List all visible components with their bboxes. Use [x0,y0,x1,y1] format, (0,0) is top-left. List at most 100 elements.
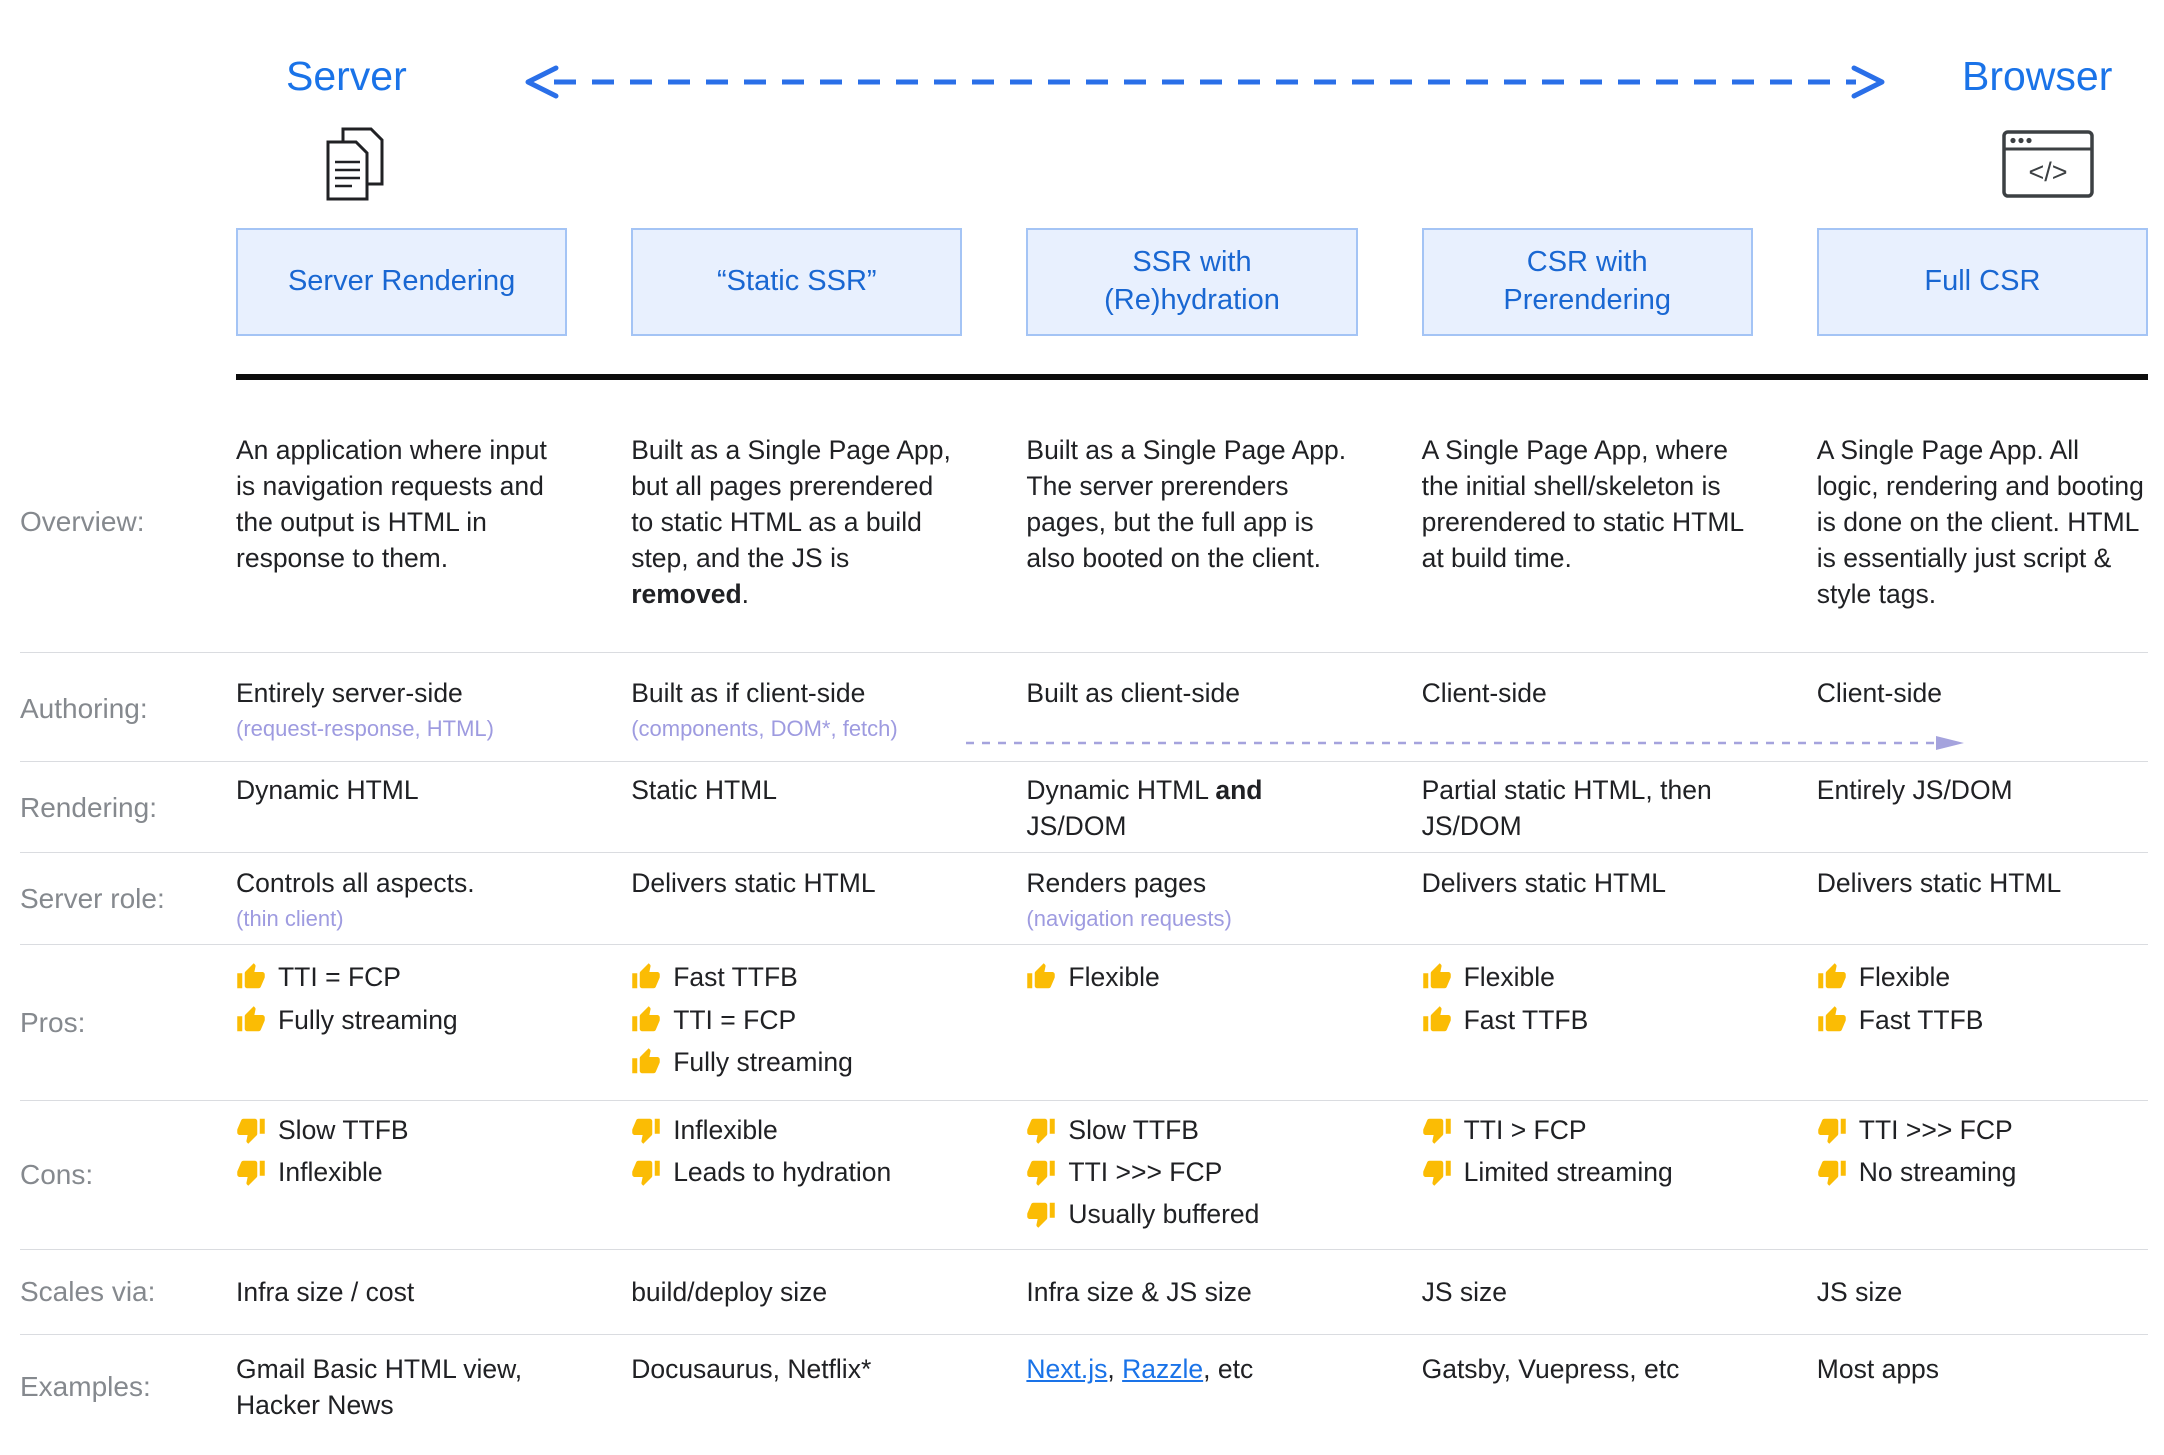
row-label-cons: Cons: [20,1158,94,1190]
browser-window-code-icon: </> [2002,130,2094,198]
rendering-full-csr: Entirely JS/DOM [1816,774,2013,805]
thumbs-up-icon [1422,962,1452,992]
con-item: Leads to hydration [631,1154,962,1190]
column-headers-row: Server Rendering “Static SSR” SSR with (… [20,228,2148,336]
server-role-server-rendering: Controls all aspects. (thin client) [236,865,567,934]
header-divider-line [236,374,2148,380]
row-pros: Pros: TTI = FCP Fully streaming Fast TTF… [20,945,2148,1101]
column-headers-spacer [20,228,172,336]
cons-full-csr: TTI >>> FCP No streaming [1817,1112,2148,1196]
column-header-server-rendering: Server Rendering [236,228,568,336]
nextjs-link[interactable]: Next.js [1026,1353,1108,1384]
authoring-ssr-rehydration: Built as client-side [1026,678,1240,709]
browser-label: Browser [1962,53,2113,99]
rendering-ssr-rehydration: Dynamic HTML and JS/DOM [1026,774,1263,841]
thumbs-down-icon [1422,1115,1452,1145]
thumbs-up-icon [1817,1005,1847,1035]
pros-full-csr: Flexible Fast TTFB [1817,959,2148,1043]
overview-full-csr: A Single Page App. All logic, rendering … [1816,435,2144,610]
pro-item: Fast TTFB [1422,1002,1753,1038]
row-label-overview: Overview: [20,506,145,538]
pro-item: Fully streaming [236,1002,567,1038]
thumbs-down-icon [236,1115,266,1145]
authoring-static-ssr: Built as if client-side (components, DOM… [631,675,962,744]
pro-item: Flexible [1026,959,1357,995]
column-header-ssr-rehydration: SSR with (Re)hydration [1026,228,1358,336]
column-header-full-csr: Full CSR [1816,228,2148,336]
pros-static-ssr: Fast TTFB TTI = FCP Fully streaming [631,959,962,1085]
thumbs-up-icon [1026,962,1056,992]
scales-csr-prerendering: JS size [1421,1276,1508,1307]
row-server-role: Server role: Controls all aspects. (thin… [20,853,2148,946]
document-pages-icon [326,127,384,201]
rendering-static-ssr: Static HTML [631,774,777,805]
row-label-pros: Pros: [20,1006,86,1038]
thumbs-down-icon [1026,1115,1056,1145]
row-authoring: Authoring: Entirely server-side (request… [20,653,2148,762]
server-label: Server [286,53,407,99]
rendering-csr-prerendering: Partial static HTML, then JS/DOM [1421,774,1712,841]
overview-csr-prerendering: A Single Page App, where the initial she… [1421,435,1744,574]
authoring-subtext: (components, DOM*, fetch) [631,716,898,742]
authoring-full-csr: Client-side [1816,678,1942,709]
svg-text:</>: </> [2028,157,2067,187]
server-role-main: Controls all aspects. [236,867,475,898]
overview-ssr-rehydration: Built as a Single Page App. The server p… [1026,435,1347,574]
row-rendering: Rendering: Dynamic HTML Static HTML Dyna… [20,762,2148,853]
thumbs-down-icon [236,1157,266,1187]
server-role-subtext: (thin client) [236,905,344,931]
thumbs-up-icon [236,1005,266,1035]
razzle-link[interactable]: Razzle [1122,1353,1204,1384]
scales-server-rendering: Infra size / cost [236,1276,415,1307]
cons-static-ssr: Inflexible Leads to hydration [631,1112,962,1196]
column-header-static-ssr: “Static SSR” [631,228,963,336]
pro-item: Fast TTFB [631,959,962,995]
con-item: Inflexible [236,1154,567,1190]
con-item: TTI > FCP [1422,1112,1753,1148]
con-item: Slow TTFB [236,1112,567,1148]
pro-item: Fast TTFB [1817,1002,2148,1038]
server-role-static-ssr: Delivers static HTML [631,867,876,898]
thumbs-up-icon [631,1005,661,1035]
overview-static-ssr: Built as a Single Page App, but all page… [631,435,951,610]
pros-server-rendering: TTI = FCP Fully streaming [236,959,567,1043]
row-label-rendering: Rendering: [20,791,157,823]
pro-item: Flexible [1817,959,2148,995]
pro-item: TTI = FCP [236,959,567,995]
pro-item: Flexible [1422,959,1753,995]
client-side-shift-arrow [966,735,1964,750]
overview-server-rendering: An application where input is navigation… [236,435,547,574]
row-overview: Overview: An application where input is … [20,380,2148,654]
con-item: Usually buffered [1026,1196,1357,1232]
row-label-examples: Examples: [20,1370,151,1402]
pro-item: Fully streaming [631,1044,962,1080]
pro-item: TTI = FCP [631,1002,962,1038]
scales-static-ssr: build/deploy size [631,1276,828,1307]
thumbs-down-icon [631,1157,661,1187]
thumbs-up-icon [1422,1005,1452,1035]
column-header-csr-prerendering: CSR with Prerendering [1421,228,1753,336]
row-cons: Cons: Slow TTFB Inflexible Inflexible Le… [20,1101,2148,1250]
authoring-main: Built as if client-side [631,678,866,709]
con-item: Inflexible [631,1112,962,1148]
con-item: TTI >>> FCP [1026,1154,1357,1190]
con-item: No streaming [1817,1154,2148,1190]
con-item: Slow TTFB [1026,1112,1357,1148]
server-browser-arrow [525,65,1885,99]
authoring-server-rendering: Entirely server-side (request-response, … [236,675,567,744]
thumbs-up-icon [631,962,661,992]
examples-static-ssr: Docusaurus, Netflix* [631,1353,872,1384]
server-role-main: Renders pages [1026,867,1207,898]
cons-ssr-rehydration: Slow TTFB TTI >>> FCP Usually buffered [1026,1112,1357,1238]
thumbs-up-icon [236,962,266,992]
examples-full-csr: Most apps [1816,1353,1940,1384]
thumbs-up-icon [631,1047,661,1077]
thumbs-down-icon [1422,1157,1452,1187]
row-label-server-role: Server role: [20,883,165,915]
row-label-scales-via: Scales via: [20,1275,156,1307]
authoring-subtext: (request-response, HTML) [236,716,494,742]
scales-full-csr: JS size [1816,1276,1903,1307]
thumbs-down-icon [1817,1157,1847,1187]
thumbs-down-icon [1026,1157,1056,1187]
con-item: TTI >>> FCP [1817,1112,2148,1148]
